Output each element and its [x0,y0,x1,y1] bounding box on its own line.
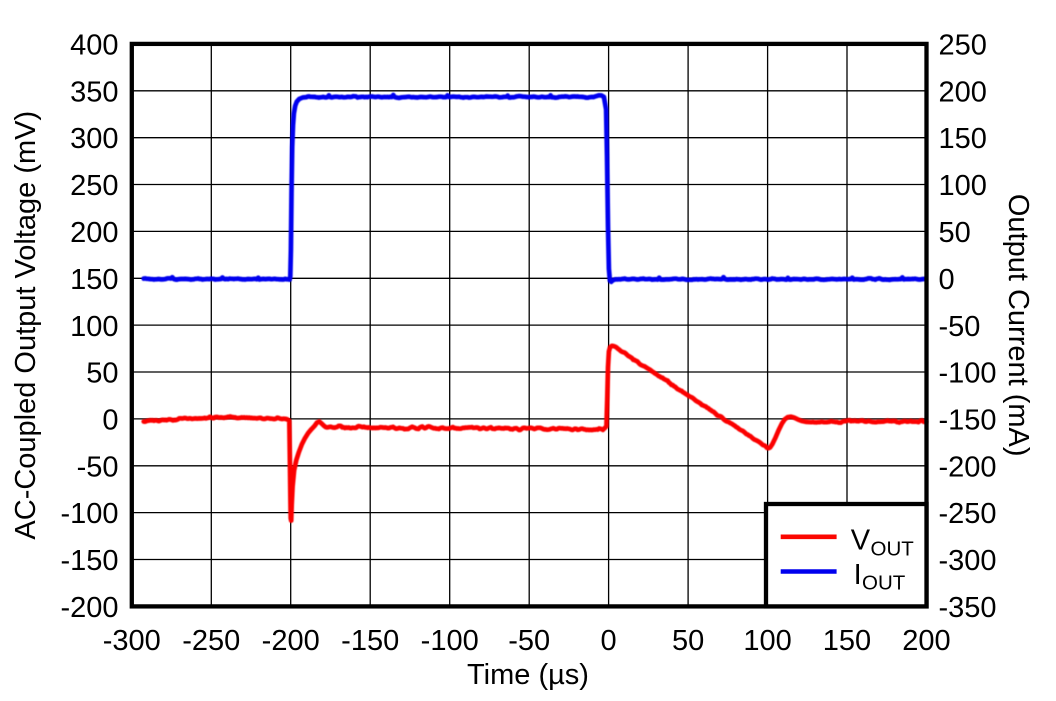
svg-text:0: 0 [102,405,118,437]
svg-text:OUT: OUT [862,572,906,595]
svg-text:-300: -300 [103,625,161,657]
svg-text:-100: -100 [421,625,479,657]
svg-text:-100: -100 [939,358,997,390]
svg-text:-200: -200 [262,625,320,657]
svg-text:200: 200 [939,76,987,108]
svg-text:50: 50 [939,217,971,249]
svg-text:-200: -200 [939,451,997,483]
svg-text:50: 50 [86,358,118,390]
svg-text:200: 200 [902,625,950,657]
svg-text:100: 100 [743,625,791,657]
svg-text:I: I [854,559,862,591]
svg-text:0: 0 [601,625,617,657]
svg-text:-50: -50 [939,311,981,343]
svg-text:Output Current (mA): Output Current (mA) [1002,194,1034,457]
svg-text:-250: -250 [182,625,240,657]
svg-text:-250: -250 [939,498,997,530]
svg-text:150: 150 [823,625,871,657]
svg-text:150: 150 [70,264,118,296]
svg-text:250: 250 [70,170,118,202]
svg-text:-150: -150 [341,625,399,657]
svg-text:150: 150 [939,123,987,155]
svg-text:-350: -350 [939,592,997,624]
svg-text:200: 200 [70,217,118,249]
svg-text:-50: -50 [77,451,119,483]
svg-text:-100: -100 [60,498,118,530]
svg-text:400: 400 [70,30,118,62]
svg-text:-300: -300 [939,545,997,577]
svg-text:AC-Coupled Output Voltage (mV): AC-Coupled Output Voltage (mV) [10,111,42,540]
svg-text:OUT: OUT [871,538,915,561]
svg-text:300: 300 [70,123,118,155]
svg-text:100: 100 [70,311,118,343]
svg-text:-150: -150 [60,545,118,577]
svg-text:250: 250 [939,30,987,62]
svg-text:-150: -150 [939,405,997,437]
svg-text:-200: -200 [60,592,118,624]
svg-text:0: 0 [939,264,955,296]
svg-text:100: 100 [939,170,987,202]
svg-text:50: 50 [672,625,704,657]
svg-text:V: V [851,525,871,557]
svg-text:-50: -50 [508,625,550,657]
svg-text:Time (µs): Time (µs) [467,659,589,691]
svg-text:350: 350 [70,76,118,108]
